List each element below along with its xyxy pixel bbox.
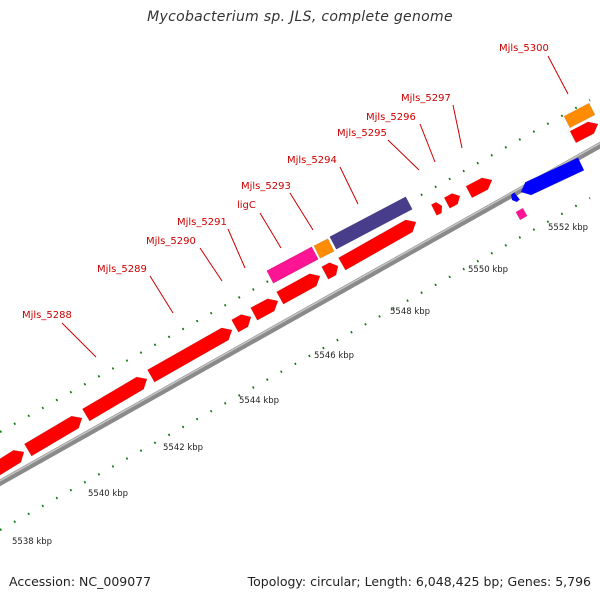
gene-feature-ligC [266,246,319,284]
gene-feature-blue-2 [510,192,521,203]
gene-label-leader [452,104,463,149]
accession-value: NC_009077 [79,574,152,589]
gene-label-leader [227,228,246,269]
gene-feature-b [23,415,83,457]
lower-tick-guide [0,197,591,531]
gene-feature-mjls-5300 [563,102,596,129]
topology-text: Topology: circular; Length: 6,048,425 bp… [247,574,591,589]
gene-feature-mjls-5297 [465,177,493,199]
gene-label: Mjls_5289 [97,264,147,275]
gene-feature-mjls-5294 [329,196,413,250]
gene-feature-mjls-5296a [430,201,443,216]
gene-label: Mjls_5291 [177,217,227,228]
accession-label: Accession: [9,574,76,589]
gene-label: Mjls_5294 [287,155,337,166]
scale-tick-label: 5550 kbp [468,265,508,275]
accession-text: Accession: NC_009077 [9,574,151,589]
gene-label-leader [199,247,223,282]
gene-label-leader [61,322,97,358]
gene-label-leader [259,212,282,249]
gene-feature-mjls-5293 [313,238,335,259]
scale-tick-label: 5542 kbp [163,443,203,453]
gene-label: Mjls_5293 [241,181,291,192]
gene-label: Mjls_5297 [401,93,451,104]
gene-labels-layer: Mjls_5288 Mjls_5289 Mjls_5290 Mjls_5291 ligC… [22,43,569,358]
gene-label-leader [547,55,569,95]
gene-feature-mjls-5288 [147,327,233,383]
genes-layer [0,102,599,476]
scale-tick-label: 5544 kbp [239,396,279,406]
map-title: Mycobacterium sp. JLS, complete genome [147,9,453,25]
gene-feature-small-1 [321,262,339,280]
gene-label: ligC [237,200,256,211]
gene-feature-a [0,449,25,476]
gene-feature-mjls-5296b [443,193,461,209]
scale-labels-layer: 5538 kbp 5540 kbp 5542 kbp 5544 kbp 5546 kbp… [12,223,588,547]
gene-feature-mjls-5289 [231,314,252,333]
gene-label-leader [289,192,314,231]
scale-tick-label: 5548 kbp [390,307,430,317]
gene-feature-red-right [569,121,599,144]
gene-feature-pink-small [515,207,528,221]
scale-tick-label: 5540 kbp [88,489,128,499]
gene-feature-c [81,376,148,422]
gene-label-leader [387,139,420,171]
gene-label: Mjls_5295 [337,128,387,139]
gene-label: Mjls_5300 [499,43,549,54]
scale-tick-label: 5538 kbp [12,537,52,547]
gene-feature-mjls-5290 [250,298,279,321]
gene-feature-blue-1 [520,157,585,196]
gene-feature-mjls-5295 [338,219,417,271]
scale-tick-label: 5546 kbp [314,351,354,361]
gene-label-leader [339,166,359,205]
gene-label-leader [419,123,436,163]
scale-tick-label: 5552 kbp [548,223,588,233]
gene-label: Mjls_5288 [22,310,72,321]
genome-backbone [0,141,600,487]
gene-feature-mjls-5291 [276,273,321,305]
gene-label: Mjls_5290 [146,236,196,247]
gene-label: Mjls_5296 [366,112,416,123]
gene-label-leader [149,275,174,314]
genome-backbone-highlight [0,142,600,482]
